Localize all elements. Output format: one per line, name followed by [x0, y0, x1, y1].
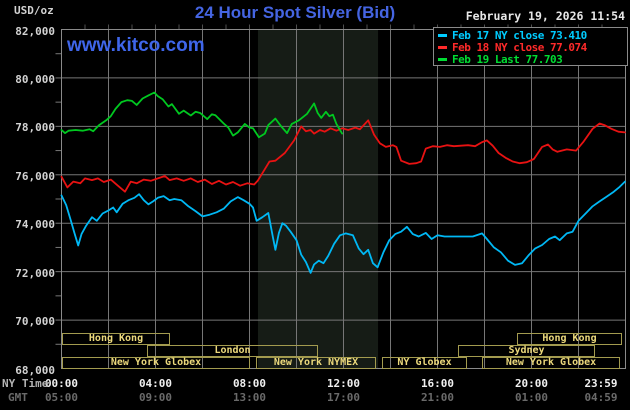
ny-time-tick-1600: 16:00	[420, 377, 455, 390]
kitco-watermark-link[interactable]: www.kitco.com	[67, 35, 205, 56]
session-box-new-york-nymex: New York NYMEX	[256, 357, 376, 369]
unit-label: USD/oz	[14, 4, 54, 17]
gmt-tick-0459: 04:59	[584, 391, 618, 404]
y-tick-label: 68,000	[15, 363, 55, 377]
ny-time-tick-0400: 04:00	[138, 377, 173, 390]
gmt-tick-0100: 01:00	[514, 391, 549, 404]
gmt-tick-1700: 17:00	[326, 391, 361, 404]
legend-color-dash	[438, 45, 447, 49]
y-tick-label: 74,000	[15, 218, 55, 232]
y-tick-label: 70,000	[15, 315, 55, 329]
legend-item-label: Feb 17 NY close 73.410	[452, 28, 587, 42]
gmt-tick-2100: 21:00	[420, 391, 455, 404]
nymex-session-band	[257, 29, 379, 369]
chart-datetime: February 19, 2026 11:54	[465, 9, 625, 23]
y-tick-label: 82,000	[15, 24, 55, 38]
price-line-feb19	[60, 91, 344, 139]
legend: Feb 17 NY close 73.410 Feb 18 NY close 77…	[433, 27, 628, 66]
ny-time-tick-2000: 20:00	[514, 377, 549, 390]
gmt-axis-label: GMT	[8, 391, 28, 404]
ny-time-tick-0000: 00:00	[44, 377, 79, 390]
y-tick-label: 78,000	[15, 121, 55, 135]
legend-item-label: Feb 18 NY close 77.074	[452, 40, 587, 54]
legend-item-label: Feb 19 Last 77.703	[452, 52, 563, 66]
session-box-new-york-globex: New York Globex	[62, 357, 250, 369]
y-tick-label: 76,000	[15, 169, 55, 183]
session-box-ny-globex: NY Globex	[382, 357, 467, 369]
ny-time-tick-0800: 08:00	[232, 377, 267, 390]
session-box-new-york-globex: New York Globex	[482, 357, 620, 369]
legend-color-dash	[438, 57, 447, 61]
gmt-tick-1300: 13:00	[232, 391, 267, 404]
legend-item: Feb 19 Last 77.703	[438, 52, 627, 66]
ny-time-tick-2359: 23:59	[584, 377, 618, 390]
legend-item: Feb 17 NY close 73.410	[438, 28, 627, 42]
page-title: 24 Hour Spot Silver (Bid)	[194, 3, 396, 22]
legend-item: Feb 18 NY close 77.074	[438, 40, 627, 54]
session-box-london: London	[147, 345, 318, 357]
price-line-feb17	[60, 180, 626, 274]
session-box-hong-kong: Hong Kong	[517, 333, 622, 345]
gmt-tick-0900: 09:00	[138, 391, 173, 404]
session-box-hong-kong: Hong Kong	[62, 333, 170, 345]
ny-time-tick-1200: 12:00	[326, 377, 361, 390]
y-tick-label: 80,000	[15, 72, 55, 86]
legend-color-dash	[438, 33, 447, 37]
gmt-tick-0500: 05:00	[44, 391, 79, 404]
y-tick-label: 72,000	[15, 266, 55, 280]
session-box-sydney: Sydney	[458, 345, 595, 357]
ny-time-axis-label: NY Time	[2, 377, 49, 390]
